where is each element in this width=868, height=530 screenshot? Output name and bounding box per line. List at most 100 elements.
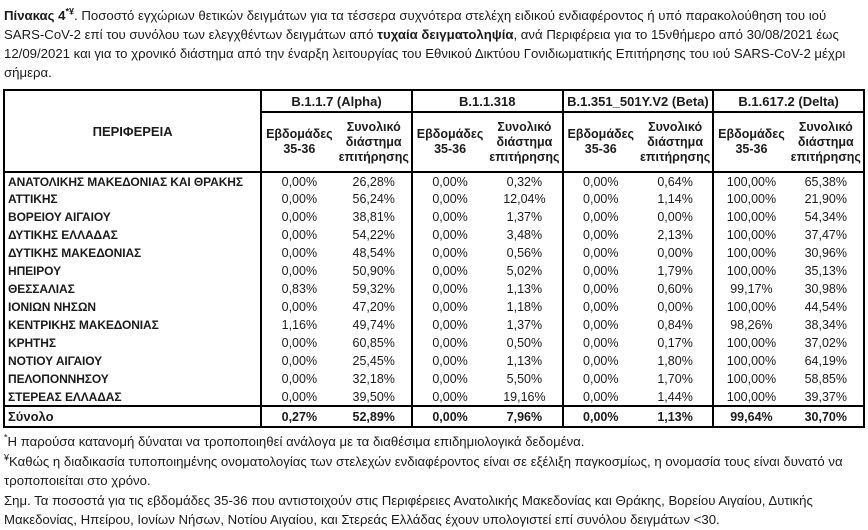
subheader-weeks: Εβδομάδες 35-36 [712, 112, 789, 173]
table-row: ΣΤΕΡΕΑΣ ΕΛΛΑΔΑΣ 0,00% 39,50% 0,00% 19,16% 0,0… [4, 388, 864, 406]
value-cell: 0,00% [410, 190, 488, 208]
title-text-1: . Ποσοστό εγχώριων θετικών δειγμάτων για… [4, 8, 827, 42]
subheader-period: Συνολικό διάστημα επιτήρησης [788, 112, 864, 173]
value-cell: 65,38% [804, 174, 847, 189]
subheader-weeks: Εβδομάδες 35-36 [260, 112, 337, 173]
total-row: Σύνολο 0,27% 52,89% 0,00% 7,96% 0,00% 1,13% 99,… [4, 405, 864, 427]
value-cell: 100,00% [712, 352, 789, 370]
value-cell: 5,02% [506, 264, 543, 278]
value-cell: 60,85% [352, 336, 395, 350]
table-row: ΚΕΝΤΡΙΚΗΣ ΜΑΚΕΔΟΝΙΑΣ 1,16% 49,74% 0,00% 1,37… [4, 316, 864, 334]
footnote-text: Καθώς η διαδικασία τυποποιημένης ονοματο… [4, 453, 843, 489]
value-cell: 0,00% [561, 352, 638, 370]
value-cell: 100,00% [712, 370, 789, 388]
value-cell: 52,89% [336, 405, 412, 427]
region-cell: ΚΡΗΤΗΣ [8, 336, 56, 350]
value-cell: 0,00% [410, 226, 488, 244]
value-cell: 1,79% [657, 264, 693, 278]
value-cell: 0,60% [657, 282, 693, 296]
value-cell: 0,00% [657, 246, 693, 260]
value-cell: 100,00% [712, 262, 789, 280]
value-cell: 98,26% [712, 316, 789, 334]
table-row: ΒΟΡΕΙΟΥ ΑΙΓΑΙΟΥ 0,00% 38,81% 0,00% 1,37% 0,00… [4, 208, 864, 226]
value-cell: 2,13% [657, 228, 693, 242]
value-cell: 0,00% [260, 244, 337, 262]
value-cell: 0,00% [260, 226, 337, 244]
value-cell: 1,70% [657, 372, 693, 386]
value-cell: 50,90% [352, 264, 395, 278]
value-cell: 0,00% [561, 262, 638, 280]
value-cell: 0,00% [561, 298, 638, 316]
value-cell: 0,00% [410, 352, 488, 370]
value-cell: 0,00% [561, 172, 638, 190]
value-cell: 0,00% [260, 298, 337, 316]
value-cell: 100,00% [712, 190, 789, 208]
value-cell: 19,16% [503, 389, 546, 404]
subheader-period: Συνολικό διάστημα επιτήρησης [336, 112, 412, 173]
title-footnote-markers: *¥ [65, 6, 75, 17]
value-cell: 0,00% [260, 190, 337, 208]
footnote-text: Η παρούσα κατανομή δύναται να τροποποιηθ… [7, 434, 585, 449]
footnote-text: Σημ. Τα ποσοστά για τις εβδομάδες 35-36 … [4, 492, 813, 528]
region-cell: ΙΟΝΙΩΝ ΝΗΣΩΝ [8, 300, 96, 314]
region-column-header: ΠΕΡΙΦΕΡΕΙΑ [4, 90, 262, 173]
value-cell: 3,48% [506, 228, 543, 242]
table-row: ΔΥΤΙΚΗΣ ΜΑΚΕΔΟΝΙΑΣ 0,00% 48,54% 0,00% 0,56% 0… [4, 244, 864, 262]
value-cell: 100,00% [712, 172, 789, 190]
table-row: ΔΥΤΙΚΗΣ ΕΛΛΑΔΑΣ 0,00% 54,22% 0,00% 3,48% 0,00… [4, 226, 864, 244]
value-cell: 0,00% [410, 370, 488, 388]
value-cell: 0,56% [506, 246, 543, 260]
title-text-2: , ανά Περιφέρεια για το 15νθήμερο από 30… [4, 27, 846, 80]
value-cell: 1,13% [506, 282, 543, 296]
region-cell: ΒΟΡΕΙΟΥ ΑΙΓΑΙΟΥ [8, 210, 111, 224]
value-cell: 21,90% [804, 192, 847, 206]
value-cell: 64,19% [804, 354, 847, 368]
value-cell: 49,74% [352, 318, 395, 332]
value-cell: 0,00% [260, 172, 337, 190]
value-cell: 39,50% [352, 389, 395, 404]
subheader-weeks: Εβδομάδες 35-36 [561, 112, 638, 173]
region-cell: ΠΕΛΟΠΟΝΝΗΣΟΥ [8, 372, 109, 386]
value-cell: 100,00% [712, 208, 789, 226]
value-cell: 0,00% [260, 388, 337, 406]
value-cell: 26,28% [352, 174, 395, 189]
table-row: ΗΠΕΙΡΟΥ 0,00% 50,90% 0,00% 5,02% 0,00% 1,79% 10… [4, 262, 864, 280]
value-cell: 1,13% [506, 354, 543, 368]
region-cell: ΚΕΝΤΡΙΚΗΣ ΜΑΚΕΔΟΝΙΑΣ [8, 318, 159, 332]
value-cell: 100,00% [712, 334, 789, 352]
table-body: ΑΝΑΤΟΛΙΚΗΣ ΜΑΚΕΔΟΝΙΑΣ ΚΑΙ ΘΡΑΚΗΣ 0,00% 26,… [4, 172, 864, 427]
value-cell: 100,00% [712, 388, 789, 406]
region-cell: ΝΟΤΙΟΥ ΑΙΓΑΙΟΥ [8, 354, 103, 368]
value-cell: 0,00% [561, 370, 638, 388]
value-cell: 0,00% [410, 262, 488, 280]
value-cell: 1,18% [506, 300, 543, 314]
value-cell: 1,44% [657, 389, 693, 404]
value-cell: 1,16% [260, 316, 337, 334]
table-row: ΚΡΗΤΗΣ 0,00% 60,85% 0,00% 0,50% 0,00% 0,17% 100… [4, 334, 864, 352]
value-cell: 0,00% [260, 334, 337, 352]
value-cell: 39,37% [804, 389, 847, 404]
value-cell: 56,24% [352, 192, 395, 206]
value-cell: 12,04% [503, 192, 546, 206]
value-cell: 48,54% [352, 246, 395, 260]
table-row: ΝΟΤΙΟΥ ΑΙΓΑΙΟΥ 0,00% 25,45% 0,00% 1,13% 0,00%… [4, 352, 864, 370]
value-cell: 100,00% [712, 298, 789, 316]
value-cell: 5,50% [506, 372, 543, 386]
footnotes: *Η παρούσα κατανομή δύναται να τροποποιη… [3, 432, 865, 530]
value-cell: 0,00% [410, 388, 488, 406]
value-cell: 99,64% [712, 405, 789, 427]
value-cell: 54,22% [352, 228, 395, 242]
value-cell: 38,81% [352, 210, 395, 224]
value-cell: 0,17% [657, 336, 693, 350]
table-row: ΠΕΛΟΠΟΝΝΗΣΟΥ 0,00% 32,18% 0,00% 5,50% 0,00% 1,… [4, 370, 864, 388]
footnote: Σημ. Τα ποσοστά για τις εβδομάδες 35-36 … [4, 491, 864, 530]
value-cell: 0,00% [260, 208, 337, 226]
table-row: ΑΤΤΙΚΗΣ 0,00% 56,24% 0,00% 12,04% 0,00% 1,14% 1… [4, 190, 864, 208]
value-cell: 0,00% [410, 208, 488, 226]
table-row: ΘΕΣΣΑΛΙΑΣ 0,83% 59,32% 0,00% 1,13% 0,00% 0,60%… [4, 280, 864, 298]
variants-table: ΠΕΡΙΦΕΡΕΙΑ B.1.1.7 (Alpha) B.1.1.318 B.1… [3, 89, 865, 428]
value-cell: 0,32% [506, 174, 543, 189]
value-cell: 44,54% [804, 300, 847, 314]
value-cell: 0,00% [561, 244, 638, 262]
